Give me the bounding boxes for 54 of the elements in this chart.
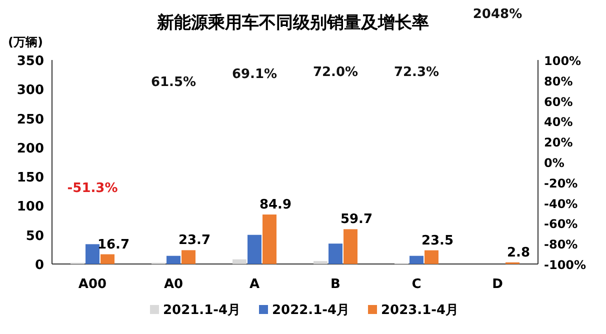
legend-label: 2021.1-4月 [163,303,241,318]
y-tick-label: 150 [16,170,44,186]
y2-tick-label: 60% [544,94,573,109]
y2-tick-label: -40% [544,196,578,211]
y-axis-title: (万辆) [8,35,43,49]
data-label: 23.5 [421,233,454,248]
data-label: 59.7 [340,212,373,228]
annotation: 72.0% [312,65,358,80]
x-tick-label: A [249,277,260,292]
bar [344,229,358,264]
data-label: 2.8 [506,245,530,260]
y-tick-label: 50 [26,228,44,244]
legend-label: 2022.1-4月 [272,303,350,318]
bar [232,259,246,264]
x-tick-label: D [492,277,504,292]
data-label: 23.7 [178,233,211,248]
annotation: -51.3% [67,181,118,196]
y-tick-label: 250 [16,112,44,128]
data-label: 84.9 [259,198,292,213]
text: 2048% [472,7,522,22]
bar [248,234,262,264]
y2-tick-label: -60% [544,217,578,232]
y-tick-label: 300 [16,83,44,98]
annotation: 61.5% [150,75,196,90]
y2-tick-label: -80% [544,238,578,252]
y-tick-label: 0 [34,258,44,273]
x-tick-label: C [412,277,422,292]
bar [86,244,100,264]
bar [100,254,114,264]
y2-tick-label: 20% [544,136,573,150]
annotation: 72.3% [394,65,440,80]
bar [166,256,180,264]
y-tick-label: 100 [16,200,44,215]
y2-tick-label: -20% [544,176,578,190]
x-tick-label: B [330,277,340,292]
chart-title: 新能源乘用车不同级别销量及增长率 [156,13,429,33]
y-tick-label: 200 [16,141,44,156]
data-label: 16.7 [97,237,130,252]
bar [424,250,438,264]
bar [328,244,342,264]
bar [262,214,276,264]
y2-tick-label: -100% [544,258,586,272]
bar [410,256,424,264]
x-tick-label: A0 [164,277,184,292]
bar [182,250,196,264]
legend-label: 2023.1-4月 [381,303,459,318]
y2-tick-label: 80% [544,74,573,88]
y2-tick-label: 100% [544,54,582,68]
y-tick-label: 350 [16,54,44,69]
y2-tick-label: 0% [544,156,564,170]
annotation: 69.1% [232,67,278,82]
y2-tick-label: 40% [544,115,573,130]
x-tick-label: A00 [78,277,107,292]
bar [314,261,328,264]
